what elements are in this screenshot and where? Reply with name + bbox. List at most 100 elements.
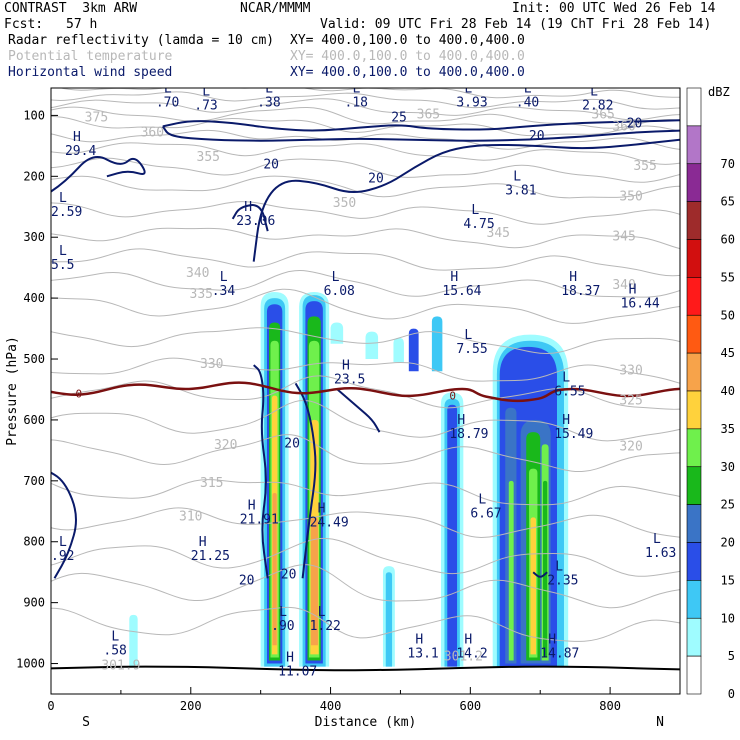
freezing-label-mid: 0 — [449, 390, 456, 403]
extremum-value: .18 — [345, 95, 368, 110]
theta-isentrope — [51, 227, 680, 250]
theta-isentrope — [51, 564, 680, 609]
colorbar-swatch — [686, 352, 702, 392]
theta-isentrope — [51, 106, 680, 129]
extremum-value: 16.44 — [621, 296, 660, 311]
field-reflectivity: Radar reflectivity (lamda = 10 cm) — [8, 33, 275, 48]
extremum-marker: H — [629, 282, 637, 297]
extremum-marker: H — [318, 502, 326, 517]
colorbar-swatch — [686, 87, 702, 127]
theta-isentrope — [51, 142, 680, 165]
wind-contour-tower-b — [294, 382, 317, 579]
extremum-value: 1.63 — [645, 546, 676, 561]
extremum-value: 7.55 — [456, 342, 487, 357]
theta-isentrope — [51, 327, 680, 355]
extremum-marker: H — [450, 270, 458, 285]
theta-label: 360 — [612, 120, 635, 135]
extremum-marker: L — [279, 605, 287, 620]
echo-narrow-10 — [385, 572, 393, 667]
extremum-marker: H — [286, 651, 294, 666]
x-tick-label: 600 — [459, 699, 481, 713]
fcst-value: 57 h — [66, 17, 98, 32]
extremum-value: 2.35 — [547, 573, 578, 588]
north-label: N — [656, 715, 664, 730]
extremum-value: .58 — [103, 643, 126, 658]
colorbar-swatch — [686, 314, 702, 354]
extremum-marker: H — [244, 200, 252, 215]
echo-east-25c — [543, 480, 548, 658]
colorbar-level: 5 — [728, 649, 735, 663]
theta-isentrope — [51, 91, 680, 110]
colorbar-level: 15 — [721, 573, 735, 587]
theta-isentrope — [51, 115, 680, 137]
echo-east-40 — [530, 517, 537, 655]
theta-isentrope — [51, 400, 680, 442]
extremum-marker: H — [415, 632, 423, 647]
echo-wisp-1 — [330, 322, 344, 344]
extremum-value: 6.55 — [554, 385, 585, 400]
extremum-value: .34 — [212, 284, 236, 299]
echo-east-cap-1 — [408, 328, 419, 372]
theta-contours — [51, 88, 680, 642]
fcst-label: Fcst: — [4, 17, 44, 32]
extremum-value: 21.91 — [240, 512, 279, 527]
extremum-marker: L — [59, 191, 67, 206]
wind-contour-small — [231, 204, 269, 232]
theta-isentrope — [51, 357, 680, 384]
theta-isentrope — [51, 606, 680, 642]
extremum-marker: L — [524, 81, 532, 96]
colorbar-level: 20 — [721, 536, 735, 550]
theta-isentrope — [51, 201, 680, 225]
extremum-marker: L — [590, 84, 598, 99]
extremum-value: .38 — [257, 95, 280, 110]
theta-label: 315 — [200, 476, 223, 491]
x-axis-label: Distance (km) — [315, 715, 417, 730]
extremum-value: 6.67 — [470, 506, 501, 521]
extremum-value: 14.87 — [540, 646, 579, 661]
extremum-value: 23.06 — [236, 214, 275, 229]
extremum-value: .70 — [156, 95, 179, 110]
theta-label: 320 — [214, 438, 237, 453]
x-tick-label: 200 — [180, 699, 202, 713]
extremum-marker: L — [332, 270, 340, 285]
theta-isentrope — [51, 98, 680, 121]
field-wind: Horizontal wind speed — [8, 65, 173, 80]
theta-label: 345 — [612, 229, 635, 244]
wind-label: 25 — [391, 110, 407, 125]
wind-label: 20 — [239, 573, 255, 588]
y-tick-label: 700 — [23, 474, 45, 488]
theta-label: 340 — [186, 266, 209, 281]
theta-isentrope — [51, 479, 680, 506]
extremum-marker: L — [220, 270, 228, 285]
extremum-marker: H — [464, 632, 472, 647]
wind-label: 20 — [281, 567, 297, 582]
extremum-value: 14.2 — [456, 646, 487, 661]
echo-east-30a — [508, 480, 514, 661]
wind-contour-20 — [252, 138, 680, 262]
extremum-value: 24.49 — [310, 516, 349, 531]
colorbar-swatch — [686, 125, 702, 165]
extremum-marker: H — [73, 130, 81, 145]
theta-isentrope — [58, 88, 680, 99]
theta-label: 350 — [619, 190, 642, 205]
extremum-marker: L — [202, 84, 210, 99]
wind-contour-mid — [336, 388, 381, 433]
jet-contour-25 — [161, 125, 680, 142]
extremum-marker: L — [111, 629, 119, 644]
colorbar-swatch — [686, 617, 702, 657]
extremum-value: .40 — [516, 95, 539, 110]
center-name: NCAR/MMMM — [240, 1, 311, 16]
extremum-marker: L — [653, 532, 661, 547]
extremum-marker: H — [548, 632, 556, 647]
colorbar-swatch — [686, 239, 702, 278]
wind-contour-west — [51, 156, 146, 193]
extremum-marker: L — [464, 328, 472, 343]
colorbar-level: 65 — [721, 195, 735, 209]
extremum-marker: L — [555, 559, 563, 574]
theta-label: 325 — [619, 394, 642, 409]
colorbar-swatch — [686, 428, 702, 468]
colorbar-swatch — [686, 580, 702, 619]
